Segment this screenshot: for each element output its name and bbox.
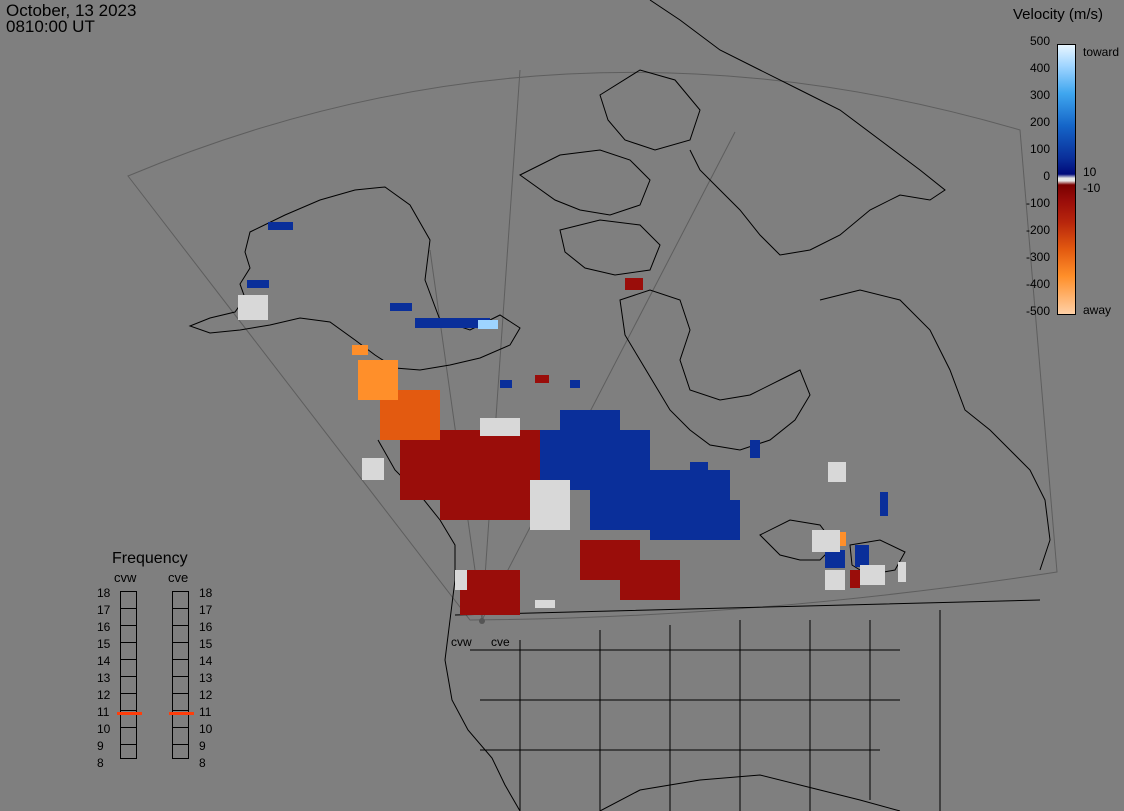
- toward-label: toward: [1083, 45, 1120, 59]
- frequency-level-label: 11: [199, 705, 212, 719]
- velocity-tick: -400: [1025, 277, 1050, 291]
- frequency-grid-line: [121, 642, 136, 643]
- frequency-grid-line: [173, 642, 188, 643]
- velocity-tick: -300: [1025, 250, 1050, 264]
- frequency-box-cve: [169, 591, 194, 759]
- velocity-tick: 100: [1029, 142, 1050, 156]
- velocity-tick: -100: [1025, 196, 1050, 210]
- frequency-grid-line: [173, 659, 188, 660]
- frequency-level-label: 13: [97, 671, 111, 685]
- echoes-away: [400, 278, 860, 615]
- radar-site-markers: [479, 618, 485, 624]
- frequency-grid-line: [121, 676, 136, 677]
- velocity-tick: -500: [1025, 304, 1050, 318]
- frequency-level-label: 17: [199, 603, 213, 617]
- frequency-grid-line: [173, 625, 188, 626]
- frequency-grid-line: [121, 744, 136, 745]
- freq-radar-cve: cve: [168, 570, 189, 585]
- frequency-level-label: 15: [97, 637, 111, 651]
- frequency-grid-line: [121, 659, 136, 660]
- frequency-level-label: 10: [199, 722, 213, 736]
- frequency-level-label: 12: [199, 688, 213, 702]
- radar-field-of-view: [127, 69, 1058, 621]
- frequency-level-label: 11: [97, 705, 110, 719]
- frequency-level-label: 9: [199, 739, 206, 753]
- coastlines: [188, 0, 1051, 811]
- frequency-title: Frequency: [112, 550, 188, 567]
- echoes-very-fast-away: [352, 345, 846, 546]
- date-label: October, 13 2023: [6, 1, 137, 20]
- frequency-grid-line: [173, 727, 188, 728]
- frequency-marker: [169, 712, 194, 716]
- echoes-ground-scatter: [238, 295, 906, 608]
- radar-label-cve: cve: [491, 635, 510, 649]
- velocity-tick: 300: [1029, 88, 1050, 102]
- frequency-level-label: 16: [199, 620, 213, 634]
- frequency-level-label: 10: [97, 722, 111, 736]
- frequency-grid-line: [173, 744, 188, 745]
- frequency-level-label: 8: [199, 756, 206, 770]
- velocity-tick: 0: [1043, 169, 1050, 183]
- frequency-grid-line: [121, 693, 136, 694]
- frequency-level-label: 14: [199, 654, 213, 668]
- frequency-grid-line: [173, 710, 188, 711]
- frequency-grid-line: [121, 727, 136, 728]
- frequency-grid-line: [173, 676, 188, 677]
- plus-ten-label: 10: [1083, 165, 1097, 179]
- velocity-colorbar: [1057, 44, 1076, 315]
- frequency-marker: [117, 712, 142, 716]
- freq-radar-cvw: cvw: [114, 570, 137, 585]
- radar-label-cvw: cvw: [451, 635, 472, 649]
- frequency-level-label: 9: [97, 739, 104, 753]
- velocity-tick: 400: [1029, 61, 1050, 75]
- frequency-level-label: 14: [97, 654, 111, 668]
- frequency-grid-line: [121, 625, 136, 626]
- echoes-toward: [247, 222, 888, 568]
- frequency-level-label: 18: [97, 586, 111, 600]
- velocity-scale-title: Velocity (m/s): [1013, 6, 1104, 23]
- frequency-level-label: 8: [97, 756, 104, 770]
- frequency-grid-line: [173, 608, 188, 609]
- frequency-level-label: 17: [97, 603, 111, 617]
- frequency-level-label: 18: [199, 586, 213, 600]
- velocity-tick: 500: [1029, 34, 1050, 48]
- frequency-box-cvw: [117, 591, 142, 759]
- minus-ten-label: -10: [1083, 181, 1101, 195]
- frequency-grid-line: [121, 608, 136, 609]
- velocity-tick: -200: [1025, 223, 1050, 237]
- frequency-level-label: 12: [97, 688, 111, 702]
- frequency-level-label: 16: [97, 620, 111, 634]
- echoes-fast-toward: [478, 320, 498, 329]
- frequency-grid-line: [121, 710, 136, 711]
- frequency-grid-line: [173, 693, 188, 694]
- velocity-tick: 200: [1029, 115, 1050, 129]
- away-label: away: [1083, 303, 1112, 317]
- frequency-level-label: 15: [199, 637, 213, 651]
- time-label: 0810:00 UT: [6, 17, 95, 36]
- frequency-level-label: 13: [199, 671, 213, 685]
